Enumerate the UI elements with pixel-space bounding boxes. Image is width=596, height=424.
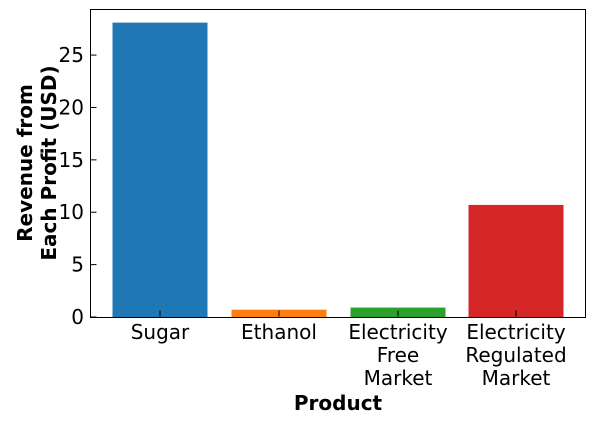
x-axis-title: Product xyxy=(294,391,383,415)
x-tick-label-line: Electricity xyxy=(348,320,448,344)
y-axis-ticks: 0 5 10 15 20 25 xyxy=(59,43,97,329)
x-tick-label: Electricity Free Market xyxy=(348,320,448,390)
bar-sugar xyxy=(112,22,208,317)
y-axis-title-line: Revenue from xyxy=(13,84,37,242)
x-tick-label-line: Regulated xyxy=(465,343,566,367)
y-axis-title: Revenue fromEach Profit (USD) xyxy=(13,65,61,260)
y-tick-label: 20 xyxy=(59,95,84,119)
bars-group xyxy=(112,22,564,317)
y-tick-label: 10 xyxy=(59,200,84,224)
x-tick-label: Sugar xyxy=(131,320,190,344)
y-tick-label: 25 xyxy=(59,43,84,67)
y-tick-label: 15 xyxy=(59,148,84,172)
y-axis-title-text: Revenue fromEach Profit (USD) xyxy=(13,65,61,260)
x-tick-label-line: Market xyxy=(482,366,551,390)
x-tick-label-line: Ethanol xyxy=(241,320,317,344)
y-axis-title-line: Each Profit (USD) xyxy=(37,65,61,260)
x-tick-label-line: Market xyxy=(364,366,433,390)
plot-frame xyxy=(90,9,586,318)
x-tick-label-line: Sugar xyxy=(131,320,190,344)
y-tick-label: 0 xyxy=(71,305,84,329)
y-tick-label: 5 xyxy=(71,253,84,277)
x-axis-ticks: Sugar Ethanol Electricity Free MarketElectri… xyxy=(131,310,567,390)
bar-electricity-regulated-market xyxy=(468,204,564,317)
x-tick-label: Electricity Regulated Market xyxy=(465,320,566,390)
x-tick-label-line: Electricity xyxy=(466,320,566,344)
x-tick-label-line: Free xyxy=(377,343,419,367)
x-tick-label: Ethanol xyxy=(241,320,317,344)
